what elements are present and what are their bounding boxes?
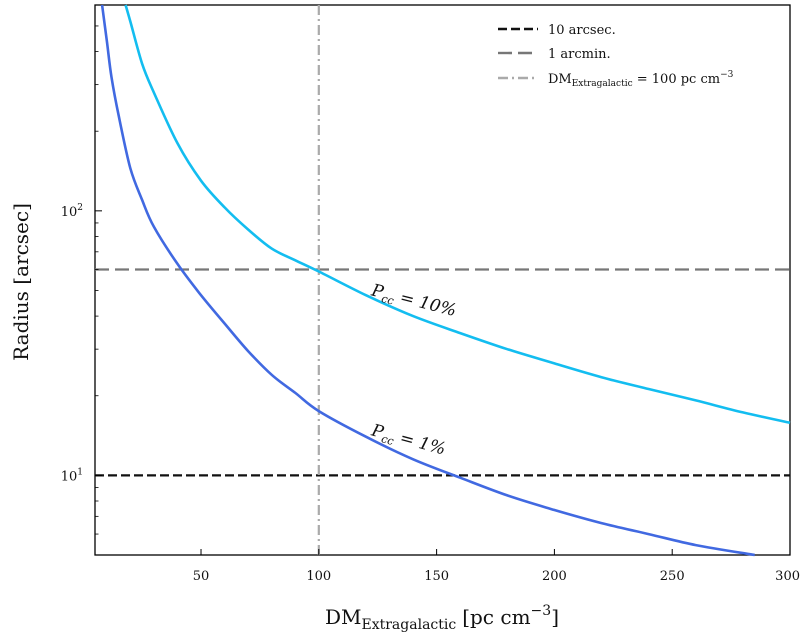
x-tick-label-50: 50 [193,569,210,584]
x-axis-ticks: 50 100 150 200 250 300 [193,549,800,584]
legend-label-10-arcsec: 10 arcsec. [548,23,616,38]
legend: 10 arcsec. 1 arcmin. DMExtragalactic = 1… [498,23,734,89]
x-tick-label-100: 100 [306,569,331,584]
y-axis-ticks: 101 102 [61,4,102,535]
annotation-pcc-1: Pcc = 1% [368,420,448,461]
y-tick-label-10: 101 [61,467,83,484]
x-tick-label-150: 150 [424,569,449,584]
x-axis-label: DMExtragalactic [pc cm−3] [325,603,559,633]
y-axis-label: Radius [arcsec] [9,203,33,361]
series-pcc-1-curve [100,4,755,557]
x-tick-label-300: 300 [775,569,800,584]
legend-label-1-arcmin: 1 arcmin. [548,47,611,62]
plot-frame [94,4,791,556]
x-tick-label-200: 200 [542,569,567,584]
x-tick-label-250: 250 [660,569,685,584]
series-pcc-10-curve [124,4,791,425]
y-tick-label-100: 102 [61,203,83,220]
legend-label-dm-100: DMExtragalactic = 100 pc cm−3 [548,70,734,89]
